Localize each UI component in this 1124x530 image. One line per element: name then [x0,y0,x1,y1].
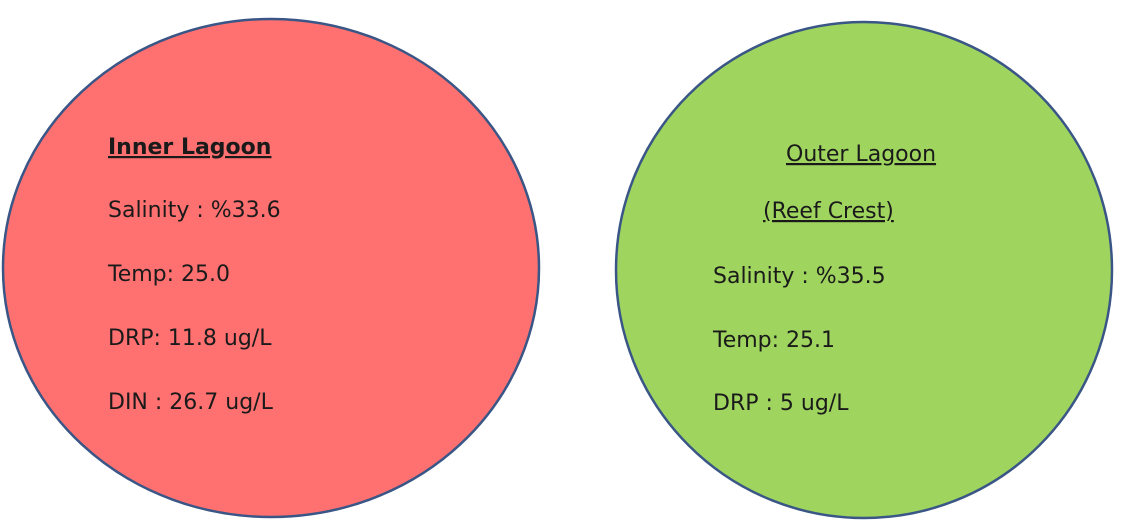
circle [1,17,541,519]
title: Inner Lagoon [108,135,271,160]
circle [614,20,1114,520]
line: Temp: 25.1 [712,328,835,353]
outer-lagoon: Outer Lagoon (Reef Crest) Salinity : %35… [614,20,1114,520]
line: Salinity : %35.5 [713,264,886,289]
line: Temp: 25.0 [107,262,230,287]
title: Outer Lagoon [786,142,936,167]
line: DRP: 11.8 ug/L [108,326,272,351]
line: DRP : 5 ug/L [713,391,849,416]
line: Salinity : %33.6 [108,198,281,223]
title: (Reef Crest) [763,199,894,224]
line: DIN : 26.7 ug/L [108,390,274,415]
inner-lagoon: Inner Lagoon Salinity : %33.6 Temp: 25.0… [1,17,541,519]
